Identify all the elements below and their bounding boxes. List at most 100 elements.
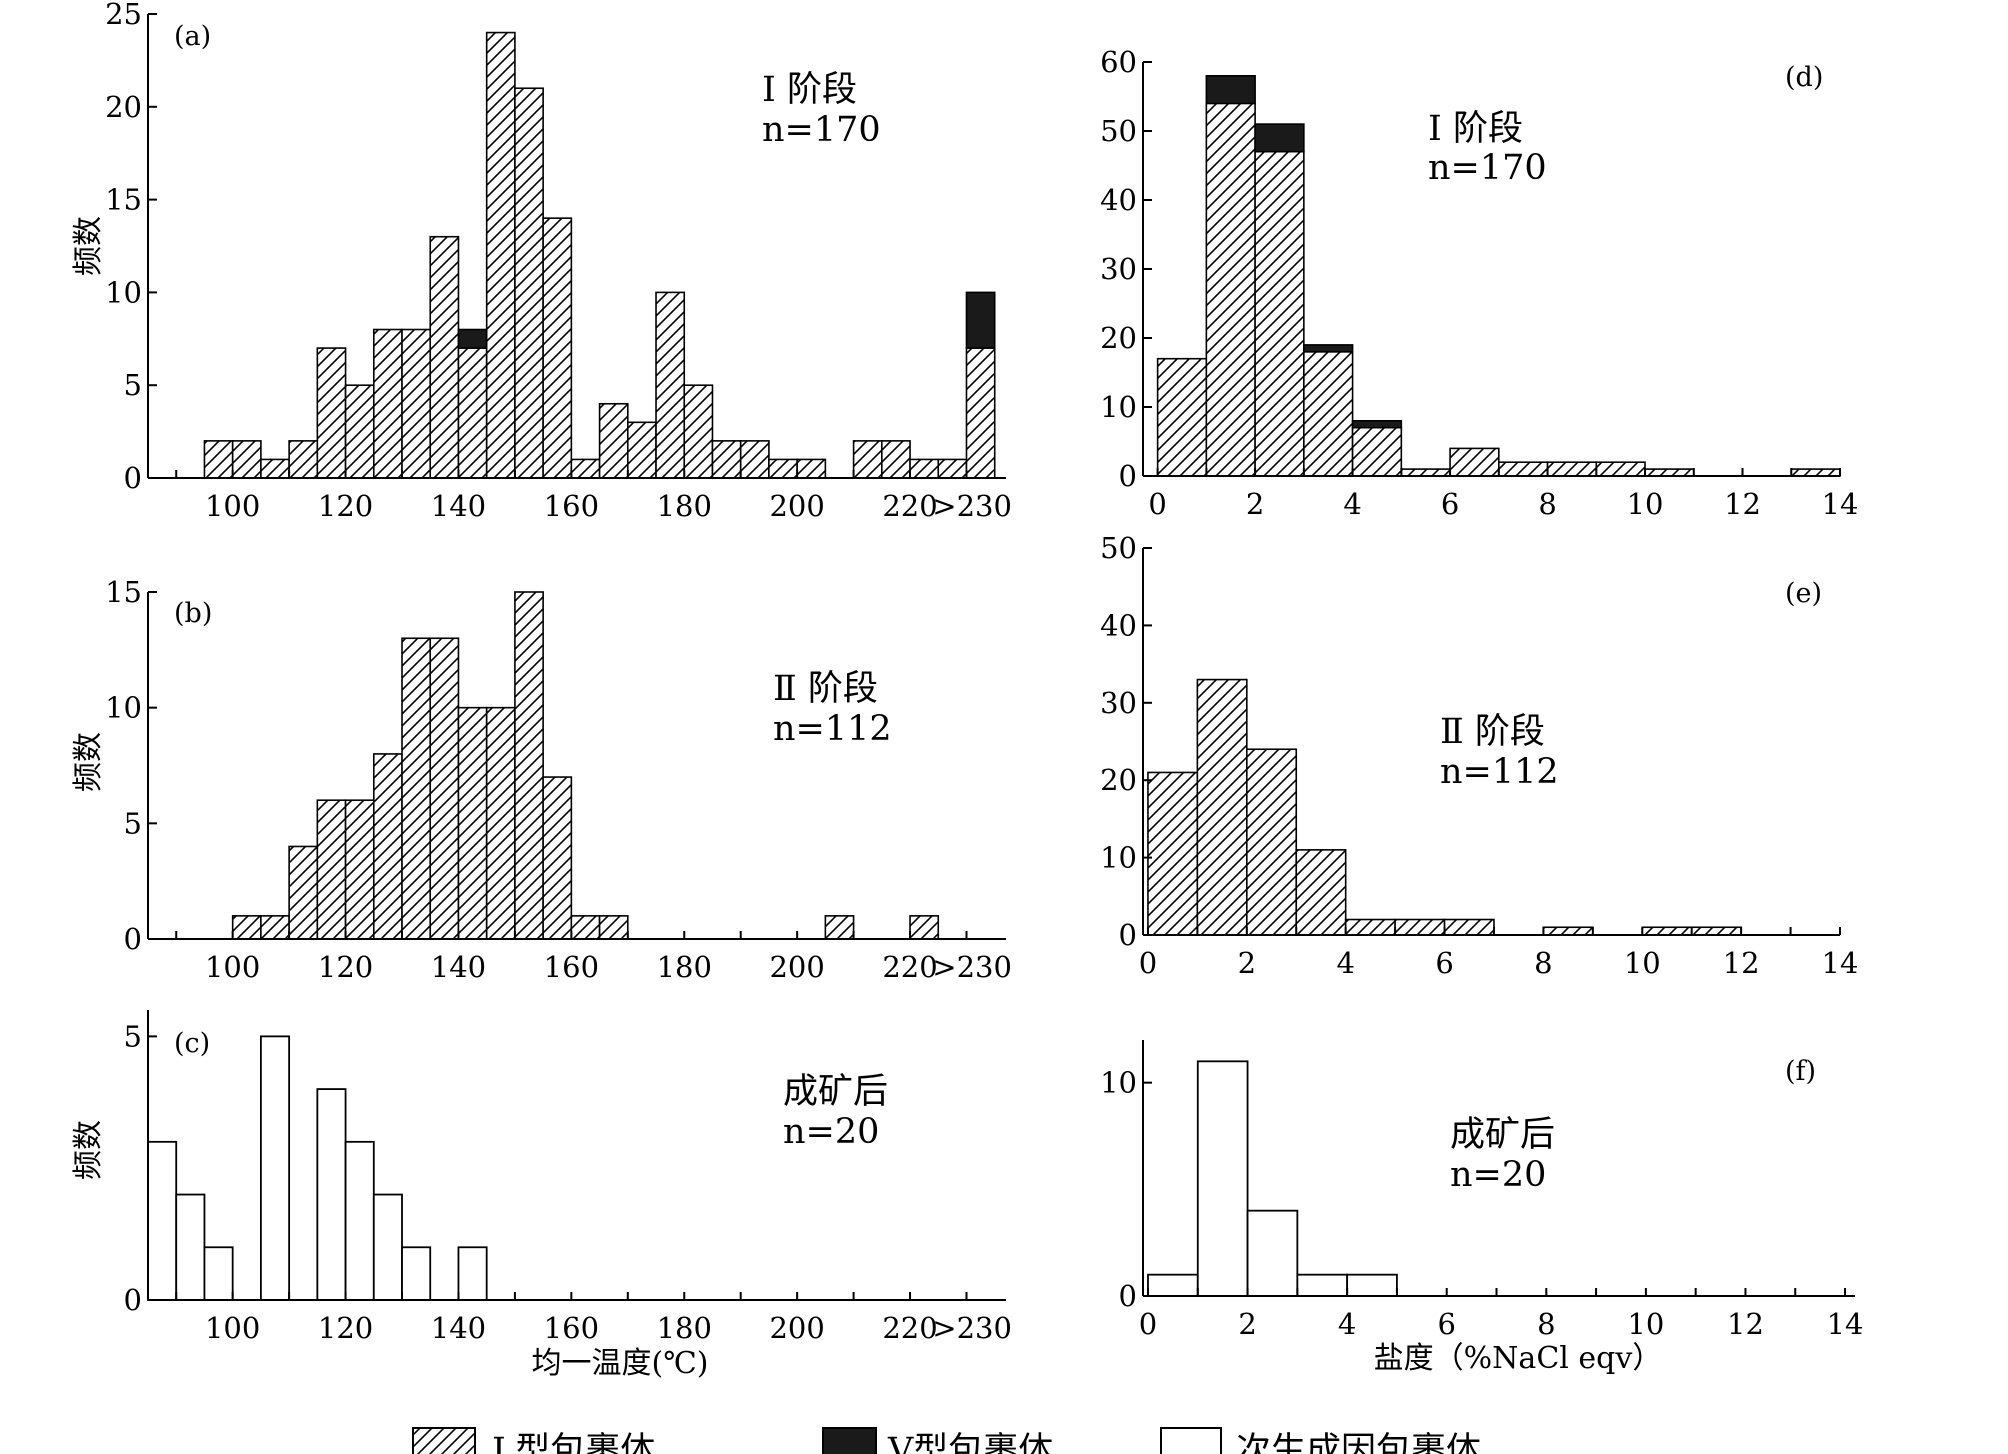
x-tick-label-a-1: 120 xyxy=(318,489,373,523)
bar-d-L-10 xyxy=(1644,468,1695,477)
x-tick-label-b-4: 180 xyxy=(657,950,712,984)
bar-b-L-4 xyxy=(344,799,375,940)
bar-d-V-1 xyxy=(1205,75,1256,105)
bar-b-L-8 xyxy=(457,706,488,940)
bar-a-L-0 xyxy=(203,440,234,479)
y-tick-label-d-4: 40 xyxy=(1100,183,1137,217)
x-tick-label-a-5: 200 xyxy=(769,489,824,523)
x-tick-label-a-6: 220 xyxy=(882,489,937,523)
bar-b-L-2 xyxy=(288,845,319,940)
bar-a-L-14 xyxy=(598,402,629,479)
x-tick-label-d-5: 10 xyxy=(1627,487,1664,521)
bar-a-L-6 xyxy=(372,328,403,479)
stage-label-d: Ⅰ 阶段 xyxy=(1428,109,1523,149)
x-tick-label-c-4: 180 xyxy=(657,1311,712,1345)
x-tick-label-f-5: 10 xyxy=(1627,1307,1664,1341)
bar-e-L-0 xyxy=(1147,771,1199,936)
bar-c-S-0 xyxy=(147,1140,178,1301)
x-tick-label-a-7: >230 xyxy=(932,489,1012,523)
y-tick-label-e-2: 20 xyxy=(1100,763,1137,797)
bar-b-L-15 xyxy=(909,915,940,940)
x-tick-label-f-3: 6 xyxy=(1437,1307,1455,1341)
bar-e-L-1 xyxy=(1196,678,1248,936)
x-tick-label-c-1: 120 xyxy=(318,1311,373,1345)
y-tick-label-e-0: 0 xyxy=(1119,918,1137,952)
panel-tag-d: (d) xyxy=(1785,62,1823,93)
panel-tag-f: (f) xyxy=(1785,1056,1816,1087)
bar-b-L-6 xyxy=(401,637,432,940)
x-tick-label-b-5: 200 xyxy=(769,950,824,984)
x-tick-label-c-5: 200 xyxy=(769,1311,824,1345)
legend-label-s: 次生成因包裹体 xyxy=(1236,1431,1481,1454)
x-tick-label-e-2: 4 xyxy=(1336,946,1354,980)
panel-tag-a: (a) xyxy=(174,21,211,52)
stage-label-e: Ⅱ 阶段 xyxy=(1440,712,1545,752)
bar-e-L-2 xyxy=(1246,748,1298,936)
bar-f-S-0 xyxy=(1147,1273,1199,1297)
bar-c-S-3 xyxy=(259,1035,291,1301)
x-tick-label-e-0: 0 xyxy=(1139,946,1157,980)
y-tick-label-a-5: 25 xyxy=(105,0,142,31)
x-tick-label-e-4: 8 xyxy=(1534,946,1552,980)
bar-f-S-3 xyxy=(1296,1273,1349,1297)
bar-a-L-1 xyxy=(231,440,262,479)
bar-d-V-2 xyxy=(1254,123,1305,153)
panel-tag-c: (c) xyxy=(174,1028,210,1059)
y-tick-label-a-0: 0 xyxy=(124,461,142,495)
x-tick-label-b-3: 160 xyxy=(544,950,599,984)
y-tick-label-e-1: 10 xyxy=(1100,841,1137,875)
bar-a-L-7 xyxy=(401,328,432,479)
bar-d-L-9 xyxy=(1595,461,1646,477)
stage-label-f: 成矿后 xyxy=(1450,1115,1555,1155)
x-tick-label-b-1: 120 xyxy=(318,950,373,984)
x-tick-label-c-7: >230 xyxy=(932,1311,1012,1345)
panel-b: 0 5 10 15 100 120 140 160 180 200 220>230 (b) Ⅱ 阶段n=… xyxy=(105,575,1012,984)
stage-label-b: Ⅱ 阶段 xyxy=(773,669,878,709)
y-tick-label-d-1: 10 xyxy=(1100,390,1137,424)
bar-e-L-6 xyxy=(1443,918,1495,936)
bar-d-L-4 xyxy=(1351,426,1403,477)
legend-label-l: L型包裹体 xyxy=(492,1431,655,1454)
x-axis-label-temp: 均一温度(℃) xyxy=(532,1346,709,1381)
bar-f-S-2 xyxy=(1246,1209,1299,1297)
bar-d-L-2 xyxy=(1254,150,1305,477)
bar-f-S-4 xyxy=(1346,1273,1398,1297)
bar-b-L-12 xyxy=(570,915,601,940)
y-tick-label-b-1: 5 xyxy=(124,806,142,840)
bar-a-L-4 xyxy=(316,347,347,479)
sample-count-d: n=170 xyxy=(1428,148,1547,188)
y-tick-label-b-3: 15 xyxy=(105,575,142,609)
bar-a-L-8 xyxy=(429,235,460,479)
y-tick-label-c-0: 0 xyxy=(124,1283,142,1317)
stage-label-a: Ⅰ 阶段 xyxy=(762,70,857,110)
bar-f-S-1 xyxy=(1196,1060,1249,1297)
bar-e-L-8 xyxy=(1641,926,1693,936)
bar-b-L-3 xyxy=(316,799,347,940)
sample-count-e: n=112 xyxy=(1440,752,1559,792)
x-tick-label-e-1: 2 xyxy=(1238,946,1256,980)
x-tick-label-e-3: 6 xyxy=(1435,946,1453,980)
bar-a-V-9 xyxy=(457,328,488,349)
bar-a-L-10 xyxy=(485,31,516,479)
legend: L型包裹体 V型包裹体 次生成因包裹体 xyxy=(412,1427,1481,1454)
bar-a-L-24 xyxy=(909,458,940,479)
x-tick-label-c-3: 160 xyxy=(544,1311,599,1345)
y-tick-label-f-0: 0 xyxy=(1119,1279,1137,1313)
bar-b-L-10 xyxy=(514,591,544,940)
x-tick-label-d-2: 4 xyxy=(1343,487,1361,521)
x-tick-label-f-7: 14 xyxy=(1827,1307,1864,1341)
x-tick-label-c-0: 100 xyxy=(205,1311,260,1345)
x-tick-label-d-0: 0 xyxy=(1148,487,1166,521)
bar-a-L-18 xyxy=(711,440,742,479)
legend-swatch-v xyxy=(822,1427,877,1454)
bar-d-L-6 xyxy=(1449,447,1500,477)
bar-a-L-25 xyxy=(937,458,968,479)
legend-swatch-s xyxy=(1160,1427,1222,1454)
bar-c-S-7 xyxy=(401,1246,432,1301)
x-tick-label-a-2: 140 xyxy=(431,489,486,523)
y-tick-label-d-0: 0 xyxy=(1119,459,1137,493)
y-axis-label-b: 频数 xyxy=(71,732,106,792)
